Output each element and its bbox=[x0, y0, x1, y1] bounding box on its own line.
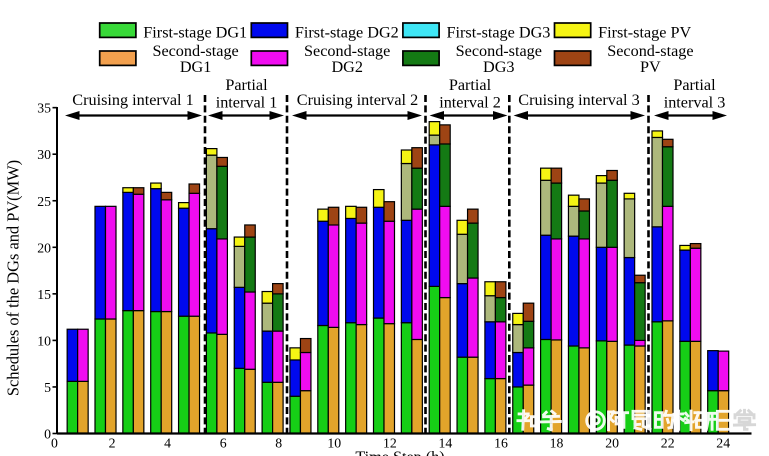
svg-text:Cruising interval 1: Cruising interval 1 bbox=[72, 91, 193, 109]
svg-text:24: 24 bbox=[716, 436, 730, 451]
svg-text:Second-stage: Second-stage bbox=[152, 42, 238, 60]
svg-text:Partial: Partial bbox=[449, 76, 492, 94]
svg-text:PV: PV bbox=[640, 58, 661, 76]
svg-text:2: 2 bbox=[109, 436, 116, 451]
svg-text:Partial: Partial bbox=[225, 76, 268, 94]
svg-text:30: 30 bbox=[37, 147, 51, 162]
svg-text:0: 0 bbox=[51, 436, 58, 451]
svg-text:Schedules of the DGs and PV(MW: Schedules of the DGs and PV(MW) bbox=[4, 160, 23, 396]
svg-text:DG1: DG1 bbox=[180, 58, 211, 76]
svg-text:First-stage DG1: First-stage DG1 bbox=[143, 23, 247, 41]
svg-text:Cruising interval 2: Cruising interval 2 bbox=[297, 91, 418, 109]
svg-text:20: 20 bbox=[37, 240, 51, 255]
svg-text:interval 3: interval 3 bbox=[664, 94, 726, 112]
svg-text:16: 16 bbox=[494, 436, 508, 451]
svg-text:20: 20 bbox=[605, 436, 619, 451]
svg-text:18: 18 bbox=[550, 436, 564, 451]
svg-text:10: 10 bbox=[327, 436, 341, 451]
svg-text:First-stage PV: First-stage PV bbox=[598, 23, 691, 41]
svg-text:14: 14 bbox=[439, 436, 453, 451]
svg-text:First-stage DG3: First-stage DG3 bbox=[447, 23, 551, 41]
svg-text:15: 15 bbox=[37, 287, 51, 302]
svg-text:Cruising interval 3: Cruising interval 3 bbox=[518, 91, 639, 109]
svg-text:4: 4 bbox=[164, 436, 171, 451]
svg-text:25: 25 bbox=[37, 194, 51, 209]
svg-text:0: 0 bbox=[44, 427, 51, 442]
svg-text:DG3: DG3 bbox=[483, 58, 514, 76]
svg-text:Second-stage: Second-stage bbox=[304, 42, 390, 60]
svg-text:10: 10 bbox=[37, 333, 51, 348]
svg-text:interval 1: interval 1 bbox=[216, 94, 278, 112]
svg-text:12: 12 bbox=[383, 436, 397, 451]
svg-text:5: 5 bbox=[44, 380, 51, 395]
svg-text:35: 35 bbox=[37, 101, 51, 116]
svg-text:interval 2: interval 2 bbox=[439, 94, 501, 112]
svg-text:First-stage DG2: First-stage DG2 bbox=[295, 23, 399, 41]
svg-text:22: 22 bbox=[661, 436, 675, 451]
svg-text:Partial: Partial bbox=[673, 76, 716, 94]
svg-text:Second-stage: Second-stage bbox=[456, 42, 542, 60]
svg-text:8: 8 bbox=[275, 436, 282, 451]
svg-text:DG2: DG2 bbox=[331, 58, 362, 76]
svg-text:Second-stage: Second-stage bbox=[607, 42, 693, 60]
svg-text:Time Step (h): Time Step (h) bbox=[355, 448, 444, 456]
svg-text:6: 6 bbox=[220, 436, 227, 451]
